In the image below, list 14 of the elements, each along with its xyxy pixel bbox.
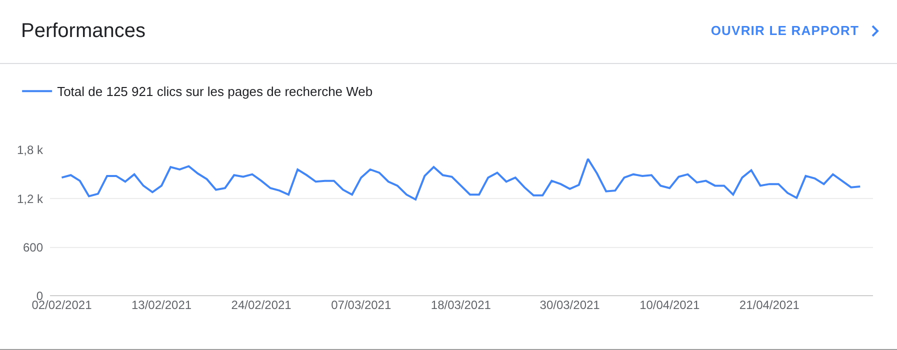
x-tick-label: 13/02/2021 bbox=[131, 298, 192, 312]
chart-title: Performances bbox=[21, 20, 146, 43]
x-tick-label: 07/03/2021 bbox=[331, 298, 392, 312]
x-tick-label: 21/04/2021 bbox=[739, 298, 800, 312]
x-tick-label: 18/03/2021 bbox=[430, 298, 492, 312]
legend-label: Total de 125 921 clics sur les pages de recherche Web bbox=[57, 84, 373, 100]
y-tick-label: 600 bbox=[22, 240, 44, 255]
y-tick-label: 1,8 k bbox=[16, 143, 44, 158]
line-series bbox=[60, 158, 862, 200]
x-tick-label: 24/02/2021 bbox=[231, 298, 292, 312]
y-tick-label: 1,2 k bbox=[16, 192, 44, 206]
x-tick-label: 30/03/2021 bbox=[540, 298, 600, 312]
x-tick-label: 10/04/2021 bbox=[640, 298, 700, 312]
text: OUVRIR LE RAPPORT bbox=[710, 23, 859, 38]
